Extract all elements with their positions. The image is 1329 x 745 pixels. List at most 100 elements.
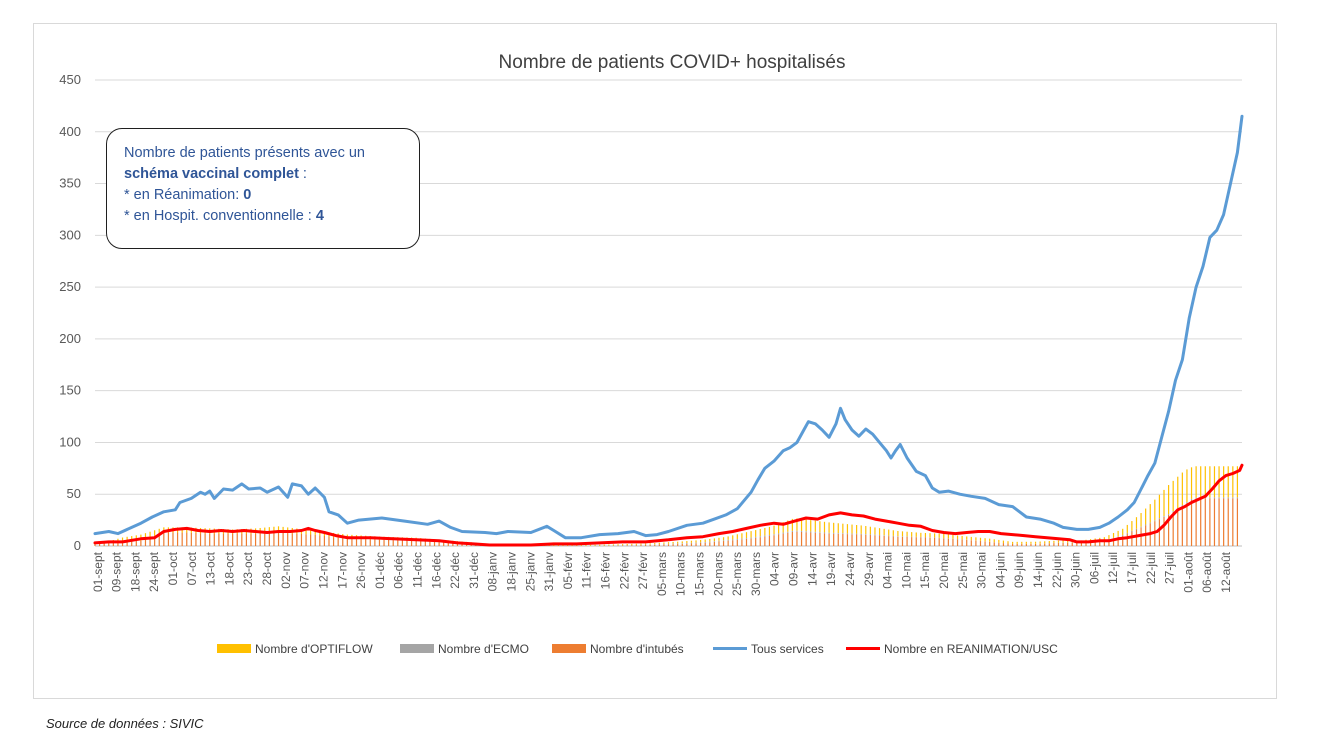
bar-segment	[869, 535, 871, 546]
bar-segment	[589, 544, 592, 546]
series-lines	[93, 114, 1244, 547]
bar-segment	[989, 538, 991, 542]
bar-segment	[713, 541, 715, 542]
bar-segment	[383, 539, 385, 546]
bar-segment	[1048, 543, 1050, 546]
x-tick-label: 18-oct	[222, 551, 236, 585]
bar-segment	[305, 529, 307, 535]
x-tick-label: 24-avr	[843, 552, 857, 586]
bar-segment	[644, 544, 647, 546]
bar-segment	[810, 532, 812, 546]
bar-segment	[764, 535, 766, 537]
x-tick-label: 01-août	[1181, 551, 1195, 592]
bar-segment	[856, 533, 858, 535]
x-tick-label: 04-juin	[993, 552, 1007, 588]
bar-segment	[456, 543, 459, 546]
bar-segment	[970, 536, 972, 541]
bar-segment	[241, 533, 243, 546]
bar-segment	[1062, 540, 1064, 543]
bar-segment	[365, 539, 367, 546]
annotation-line-1: Nombre de patients présents avec un	[124, 145, 365, 161]
bar-segment	[800, 530, 803, 532]
bar-segment	[1181, 506, 1183, 546]
bar-segment	[599, 544, 601, 546]
bar-segment	[672, 541, 674, 544]
bar-segment	[791, 531, 793, 546]
bar-segment	[755, 537, 757, 546]
bar-segment	[892, 530, 894, 536]
x-tick-label: 06-juil	[1087, 552, 1101, 584]
bar-segment	[1067, 542, 1069, 546]
bar-segment	[704, 542, 706, 546]
x-tick-label: 25-janv	[523, 552, 537, 591]
bar-segment	[773, 525, 775, 535]
bar-segment	[1158, 518, 1161, 520]
bar-segment	[1108, 538, 1110, 540]
bar-segment	[713, 541, 715, 546]
bar-segment	[186, 527, 188, 533]
bar-segment	[713, 538, 715, 542]
bar-segment	[135, 541, 137, 546]
bar-segment	[332, 537, 335, 546]
bar-segment	[856, 524, 858, 534]
bar-segment	[282, 532, 284, 546]
bar-segment	[388, 539, 390, 546]
bar-segment	[736, 539, 738, 546]
bar-segment	[833, 522, 835, 533]
bar-segment	[736, 538, 738, 540]
bar-segment	[1108, 539, 1110, 546]
x-tick-label: 19-avr	[824, 552, 838, 586]
bar-segment	[1177, 476, 1179, 509]
bar-segment	[131, 536, 133, 542]
x-tick-label: 01-sept	[91, 551, 105, 592]
bar-segment	[961, 539, 963, 546]
bar-segment	[420, 541, 422, 546]
bar-segment	[374, 539, 376, 546]
bar-segment	[649, 544, 651, 546]
bar-segment	[1227, 466, 1229, 498]
bar-segment	[1053, 540, 1055, 543]
bar-segment	[154, 530, 156, 536]
bar-segment	[681, 541, 683, 544]
bar-segment	[424, 541, 426, 546]
bar-segment	[897, 536, 899, 546]
bar-segment	[695, 540, 697, 543]
legend-label: Nombre en REANIMATION/USC	[884, 642, 1058, 656]
bar-segment	[750, 537, 752, 539]
bar-segment	[823, 521, 826, 533]
bar-segment	[1021, 541, 1023, 544]
bar-segment	[833, 533, 835, 546]
bar-segment	[819, 532, 821, 534]
y-tick-label: 200	[59, 331, 81, 346]
bar-segment	[690, 540, 693, 543]
x-tick-label: 25-mai	[956, 552, 970, 589]
bar-segment	[277, 526, 280, 533]
bar-segment	[722, 537, 725, 541]
bar-segment	[911, 537, 913, 546]
bar-segment	[947, 534, 949, 539]
bar-segment	[154, 535, 156, 546]
annotation-hosp-label: * en Hospit. conventionnelle :	[124, 208, 316, 224]
bar-segment	[778, 523, 780, 534]
x-tick-label: 30-mai	[975, 552, 989, 589]
x-tick-label: 31-déc	[467, 552, 481, 589]
bar-segment	[718, 540, 720, 542]
bar-segment	[1131, 530, 1133, 532]
bar-segment	[677, 543, 679, 544]
bar-segment	[612, 544, 615, 546]
bar-segment	[865, 534, 867, 546]
bar-segment	[287, 533, 289, 546]
bar-segment	[181, 532, 183, 546]
y-tick-label: 0	[74, 538, 81, 553]
bar-segment	[773, 534, 775, 536]
bar-segment	[686, 541, 688, 544]
bar-segment	[1112, 537, 1115, 539]
bar-segment	[993, 542, 995, 546]
bar-segment	[1002, 543, 1005, 546]
bar-segment	[310, 534, 312, 546]
bar-segment	[1167, 485, 1170, 515]
bar-segment	[1213, 466, 1216, 498]
bar-segment	[300, 533, 303, 546]
bar-segment	[131, 541, 133, 546]
bar-segment	[626, 544, 628, 546]
